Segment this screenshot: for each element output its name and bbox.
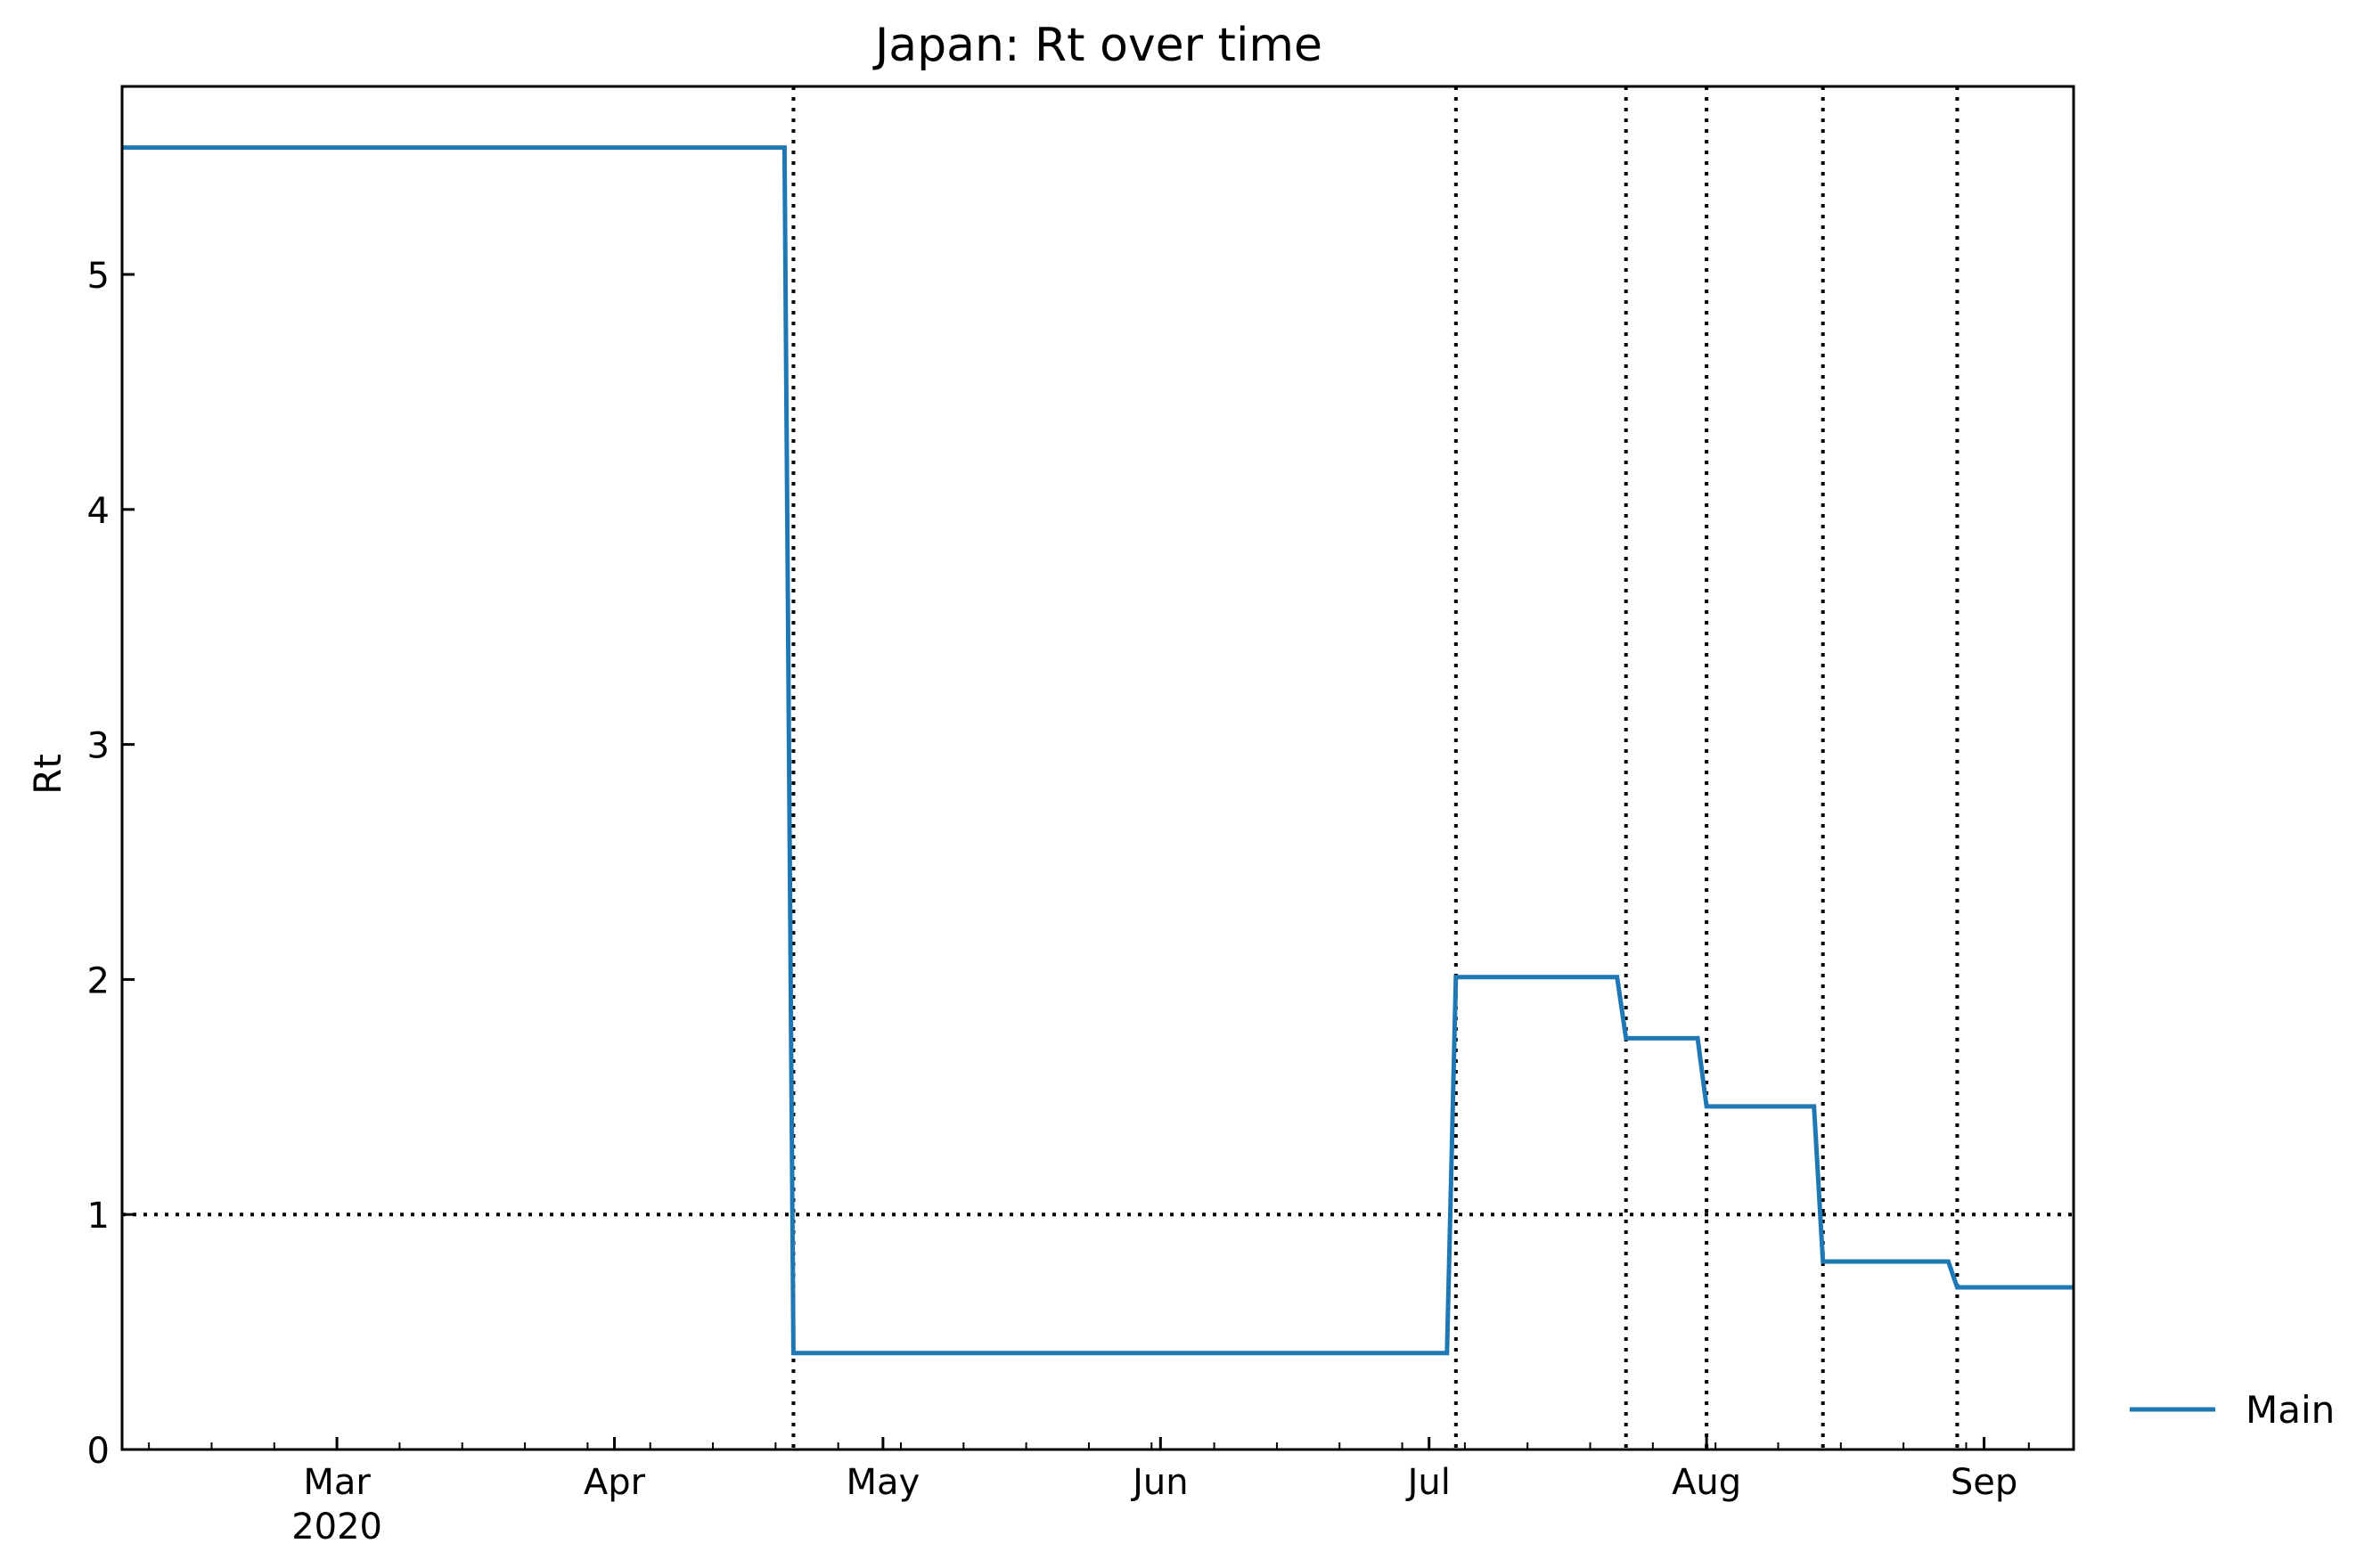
y-tick-label: 1 (87, 1196, 110, 1237)
legend: Main (2130, 1388, 2335, 1432)
y-tick-label: 3 (87, 726, 110, 767)
y-tick-label: 0 (87, 1431, 110, 1472)
chart-title: Japan: Rt over time (872, 19, 1322, 72)
plot-frame (120, 85, 2075, 1451)
y-tick-label: 5 (87, 256, 110, 297)
y-tick-label: 2 (87, 960, 110, 1001)
y-tick-label: 4 (87, 491, 110, 532)
x-tick-sublabel: 2020 (291, 1507, 382, 1548)
series-line-main (122, 145, 2074, 1356)
x-tick-label: Jul (1405, 1462, 1451, 1503)
x-tick-label: Mar (303, 1462, 371, 1503)
x-tick-label: Aug (1672, 1462, 1741, 1503)
legend-label-main: Main (2246, 1388, 2335, 1432)
y-axis-label: Rt (26, 754, 70, 795)
x-tick-label: Jun (1130, 1462, 1189, 1503)
x-tick-label: Apr (584, 1462, 646, 1503)
x-tick-label: May (847, 1462, 921, 1503)
x-tick-label: Sep (1951, 1462, 2017, 1503)
